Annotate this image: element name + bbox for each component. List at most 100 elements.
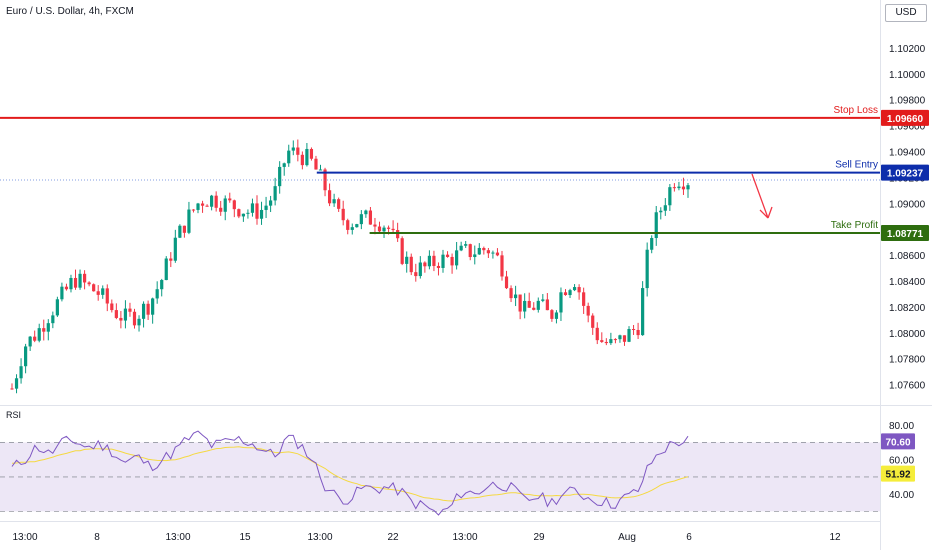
candle-body (445, 254, 450, 257)
time-tick-label: 15 (239, 532, 251, 543)
candle-body (82, 273, 87, 283)
candle-body (341, 208, 345, 221)
time-tick-label: Aug (618, 532, 636, 543)
rsi-value-badge (881, 433, 915, 450)
candle-body (364, 210, 368, 215)
candle-body (586, 305, 590, 316)
candle-body (473, 254, 477, 258)
price-tick-label: 1.10200 (889, 44, 926, 55)
candle-body (677, 186, 681, 189)
price-tick-label: 1.09800 (889, 96, 926, 107)
candle-body (114, 310, 118, 318)
candle-body (513, 294, 518, 299)
take-profit-price-badge (881, 224, 929, 241)
candle-body (409, 256, 413, 273)
candle-body (391, 228, 395, 231)
candle-body (595, 327, 599, 341)
candle-body (418, 262, 422, 277)
price-tick-label: 1.08400 (889, 277, 926, 288)
candle-body (577, 287, 581, 293)
candle-body (273, 186, 277, 201)
candle-body (164, 258, 168, 281)
candle-body (14, 378, 19, 389)
candle-body (246, 212, 250, 214)
candle-body (141, 303, 146, 319)
rsi-value-text: 70.60 (885, 437, 910, 448)
price-tick-label: 1.07800 (889, 355, 926, 366)
candle-body (504, 276, 509, 289)
candle-body (627, 329, 631, 342)
candle-body (523, 300, 527, 312)
candle-body (609, 339, 613, 344)
price-tick-label: 1.09000 (889, 199, 926, 210)
candle-body (137, 318, 141, 326)
candle-body (509, 288, 513, 299)
candle-body (210, 195, 214, 207)
candle-body (373, 224, 377, 227)
candle-body (559, 292, 563, 313)
candle-body (686, 185, 690, 190)
candle-body (491, 252, 495, 254)
candle-body (386, 227, 391, 229)
candle-body (536, 300, 540, 310)
currency-label[interactable]: USD (885, 4, 927, 22)
candle-body (663, 205, 667, 211)
candle-body (173, 237, 177, 261)
candle-body (69, 277, 73, 290)
time-tick-label: 12 (829, 532, 841, 543)
candle-body (527, 300, 531, 308)
rsi-ma-value-text: 51.92 (885, 470, 910, 481)
candle-body (60, 286, 64, 300)
candle-body (355, 224, 359, 228)
candle-body (223, 198, 227, 212)
candle-body (300, 154, 304, 166)
candle-body (450, 256, 454, 266)
candle-body (681, 186, 686, 190)
candle-body (33, 336, 37, 341)
candle-body (191, 209, 196, 211)
time-tick-label: 29 (533, 532, 545, 543)
candle-body (482, 247, 486, 251)
candle-body (37, 328, 41, 341)
candle-body (200, 203, 205, 206)
candle-body (146, 303, 150, 315)
time-tick-label: 6 (686, 532, 692, 543)
candle-body (641, 288, 645, 336)
candle-body (545, 299, 549, 311)
candle-body (160, 280, 164, 290)
candle-body (187, 209, 191, 233)
candle-body (631, 329, 636, 331)
candle-body (296, 147, 300, 155)
candles-group (10, 139, 690, 394)
price-tick-label: 1.08200 (889, 303, 926, 314)
candle-body (219, 207, 223, 212)
candle-body (282, 163, 286, 167)
candle-body (196, 203, 200, 210)
time-tick-label: 13:00 (165, 532, 190, 543)
stop-loss-price-value: 1.09660 (887, 114, 924, 125)
candle-body (55, 299, 59, 316)
rsi-ma-value-badge (881, 465, 915, 482)
candle-body (659, 210, 663, 213)
candle-body (368, 210, 373, 225)
candle-body (495, 252, 500, 256)
rsi-tick-label: 40.00 (889, 490, 914, 501)
candle-body (87, 282, 91, 285)
candle-body (672, 187, 676, 189)
candle-body (500, 255, 504, 277)
candle-body (414, 272, 418, 277)
candle-body (237, 209, 241, 217)
candle-body (332, 199, 336, 204)
candle-body (205, 205, 209, 207)
candle-body (24, 346, 28, 367)
take-profit-label: Take Profit (831, 220, 878, 231)
candle-body (600, 340, 604, 342)
rsi-ma-line (11, 446, 689, 502)
price-tick-label: 1.09600 (889, 122, 926, 133)
candle-body (110, 303, 114, 311)
candle-body (128, 308, 132, 312)
candle-body (287, 150, 291, 164)
price-tick-label: 1.10000 (889, 70, 926, 81)
down-arrow-icon (751, 173, 773, 219)
